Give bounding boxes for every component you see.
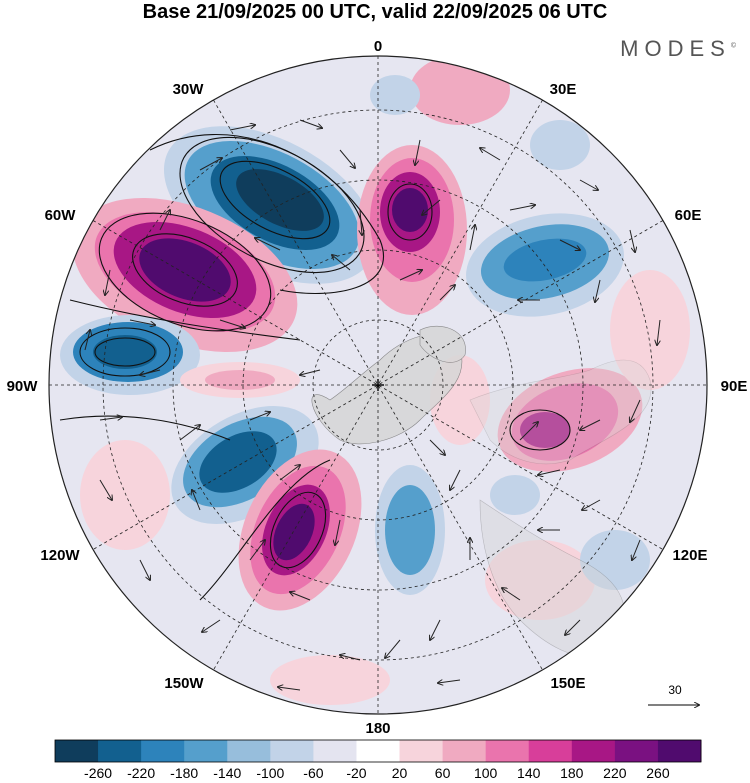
colorbar-swatch <box>571 740 616 762</box>
lon-label-120w: 120W <box>40 547 80 564</box>
lon-label-90w: 90W <box>7 378 39 395</box>
colorbar <box>54 739 702 763</box>
colorbar-tick-label: -180 <box>170 765 198 781</box>
map-boundary <box>48 55 708 715</box>
anomaly-negative-pacific-east <box>60 315 200 395</box>
colorbar-tick-label: 140 <box>517 765 541 781</box>
colorbar-tick-label: -100 <box>256 765 284 781</box>
colorbar-tick-label: -260 <box>84 765 112 781</box>
anomaly-minor-features <box>80 75 690 705</box>
colorbar-swatch <box>313 740 357 762</box>
lon-label-120e: 120E <box>672 547 707 564</box>
colorbar-swatch <box>55 740 99 762</box>
height-contours <box>59 133 571 601</box>
colorbar-tick-label: 60 <box>435 765 451 781</box>
colorbar-tick-label: 220 <box>603 765 627 781</box>
colorbar-swatch <box>399 740 444 762</box>
colorbar-swatch <box>356 740 401 762</box>
colorbar-tick-label: 100 <box>474 765 498 781</box>
anomaly-positive-east-siberia <box>497 368 643 472</box>
pole-marker <box>372 379 384 391</box>
wind-vectors <box>84 119 660 690</box>
colorbar-swatch <box>442 740 487 762</box>
colorbar-swatch <box>657 740 702 762</box>
anomaly-positive-labrador <box>72 197 298 353</box>
modes-logo: MODES© <box>620 36 736 62</box>
page-title: Base 21/09/2025 00 UTC, valid 22/09/2025… <box>142 1 608 23</box>
colorbar-labels: -260 -220 -180 -140 -100 -60 -20 20 60 100 140 180 2… <box>84 765 670 781</box>
colorbar-swatch <box>270 740 314 762</box>
colorbar-swatch <box>184 740 228 762</box>
colorbar-swatch <box>614 740 659 762</box>
anomaly-negative-west-siberia <box>466 213 624 317</box>
lon-label-30e: 30E <box>550 81 577 98</box>
lon-label-180: 180 <box>365 720 390 737</box>
colorbar-swatch <box>141 740 185 762</box>
lon-label-60e: 60E <box>675 207 702 224</box>
map-field <box>49 56 707 714</box>
colorbar-swatch <box>227 740 271 762</box>
lon-label-150w: 150W <box>164 675 204 692</box>
anomaly-negative-chukchi <box>375 465 445 595</box>
colorbar-tick-label: -20 <box>346 765 366 781</box>
lon-label-60w: 60W <box>45 207 77 224</box>
anomaly-positive-bering <box>238 449 362 611</box>
colorbar-tick-label: -220 <box>127 765 155 781</box>
colorbar-tick-label: -140 <box>213 765 241 781</box>
colorbar-swatch <box>485 740 530 762</box>
colorbar-swatch <box>98 740 142 762</box>
copyright-mark: © <box>730 42 736 50</box>
colorbar-tick-label: 20 <box>392 765 408 781</box>
colorbar-frame <box>54 739 702 763</box>
vector-reference-label: 30 <box>668 683 682 697</box>
lon-label-0: 0 <box>374 38 382 55</box>
lon-label-150e: 150E <box>550 675 585 692</box>
land-masses <box>311 325 652 657</box>
colorbar-swatch <box>528 740 573 762</box>
lon-label-30w: 30W <box>173 81 205 98</box>
anomaly-positive-iceland <box>410 56 510 125</box>
brand-text: MODES <box>620 36 731 61</box>
colorbar-tick-label: -60 <box>303 765 323 781</box>
graticule <box>49 56 707 714</box>
colorbar-tick-label: 180 <box>560 765 584 781</box>
colorbar-tick-label: 260 <box>646 765 670 781</box>
lon-label-90e: 90E <box>721 378 748 395</box>
